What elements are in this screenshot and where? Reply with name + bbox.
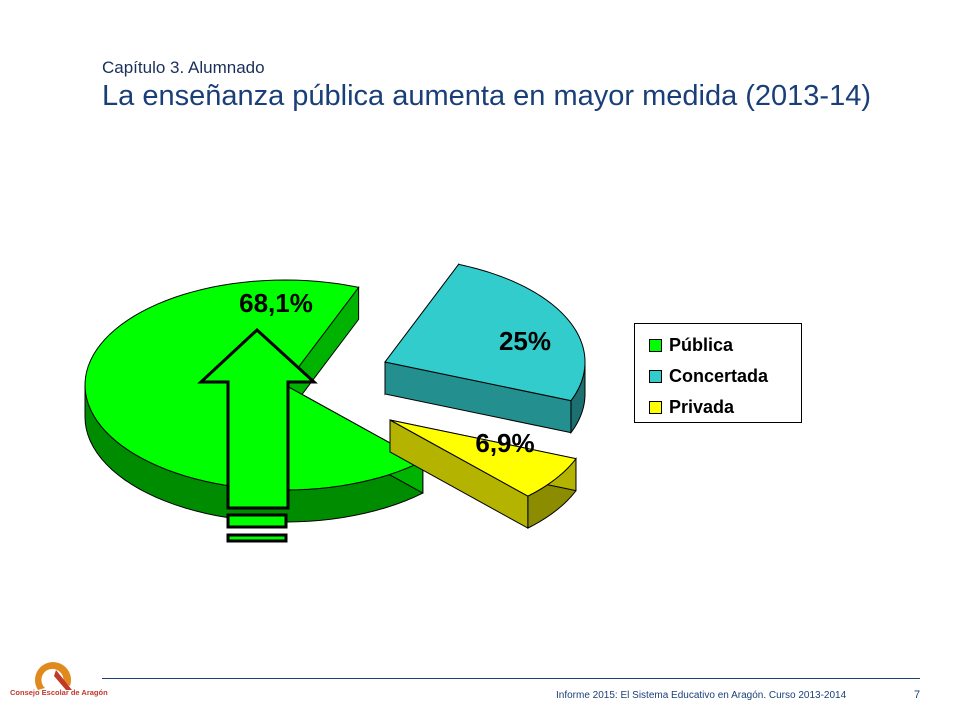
legend-swatch-publica: [649, 339, 662, 352]
footer-text: Informe 2015: El Sistema Educativo en Ar…: [556, 690, 847, 701]
slice-privada-top: [389, 419, 577, 497]
up-arrow-icon: [197, 327, 318, 543]
legend-label-publica: Pública: [669, 335, 734, 355]
legend-swatch-privada: [649, 401, 662, 414]
slice-concertada-label: 25%: [499, 326, 551, 356]
chapter-subtitle: Capítulo 3. Alumnado: [102, 58, 265, 77]
page-number: 7: [914, 689, 921, 701]
legend-label-concertada: Concertada: [669, 366, 769, 386]
legend-item-publica: Pública: [635, 330, 801, 361]
logo-text: Consejo Escolar de Aragón: [10, 688, 108, 697]
council-logo-icon: [35, 662, 72, 690]
chart-legend: Pública Concertada Privada: [634, 323, 802, 423]
slice-publica-label: 68,1%: [239, 288, 313, 318]
page-title: La enseñanza pública aumenta en mayor me…: [102, 80, 871, 112]
legend-label-privada: Privada: [669, 397, 735, 417]
slice-privada: [389, 419, 577, 529]
slice-concertada: [384, 262, 586, 435]
legend-item-privada: Privada: [635, 392, 801, 423]
legend-item-concertada: Concertada: [635, 361, 801, 392]
legend-swatch-concertada: [649, 370, 662, 383]
slice-privada-label: 6,9%: [475, 428, 534, 458]
slice-concertada-top: [384, 263, 586, 402]
footer-divider: [102, 678, 920, 679]
